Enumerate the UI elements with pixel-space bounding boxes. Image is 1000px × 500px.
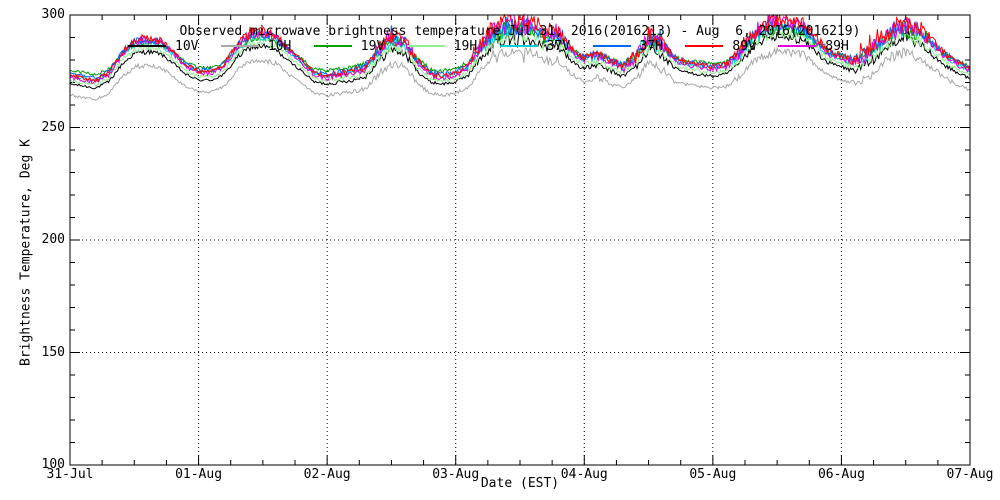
legend-item-37h: 37H [592, 38, 663, 54]
legend-swatch-89v [685, 45, 724, 47]
legend-label: 10H [267, 38, 292, 54]
plot-border [69, 14, 971, 466]
legend-item-19v: 19V [313, 38, 385, 54]
x-tick-label: 04-Aug [560, 467, 608, 482]
y-axis-label: Brightness Temperature, Deg K [18, 139, 34, 366]
y-tick-label: 200 [41, 232, 65, 247]
series-line-89v [69, 13, 971, 83]
legend-swatch-37h [592, 45, 631, 47]
legend-item-10h: 10H [220, 38, 292, 54]
legend-label: 37H [639, 38, 663, 54]
legend-swatch-89h [778, 45, 817, 47]
x-tick-label: 31-Jul [46, 467, 94, 482]
legend-label: 89V [732, 38, 756, 54]
x-tick-label: 07-Aug [946, 467, 994, 482]
legend-swatch-10v [128, 45, 166, 47]
legend-swatch-10h [220, 45, 259, 47]
legend-label: 37V [546, 38, 571, 54]
legend-swatch-37v [499, 45, 538, 47]
y-tick-label: 100 [41, 457, 65, 472]
series-line-10h [69, 46, 971, 101]
y-tick-label: 150 [41, 344, 65, 360]
legend-item-89v: 89V [685, 38, 756, 54]
legend-label: 10V [175, 38, 199, 54]
x-tick-label: 05-Aug [689, 467, 737, 482]
y-tick-label: 250 [41, 119, 65, 135]
x-tick-label: 01-Aug [175, 467, 223, 482]
legend-swatch-19h [406, 45, 445, 47]
x-tick-label: 02-Aug [303, 467, 351, 482]
x-axis-label: Date (EST) [480, 476, 560, 491]
legend-label: 19V [360, 38, 385, 54]
legend-label: 19H [453, 38, 478, 54]
legend-swatch-19v [313, 45, 352, 47]
x-tick-label: 06-Aug [817, 467, 865, 482]
legend-item-19h: 19H [406, 38, 478, 54]
legend-item-89h: 89H [778, 38, 849, 54]
x-tick-label: 03-Aug [432, 467, 480, 482]
legend-label: 89H [825, 38, 849, 54]
legend-item-10v: 10V [128, 38, 199, 54]
y-tick-label: 300 [41, 7, 65, 22]
chart-title: Observed microwave brightness temperatur… [179, 24, 861, 39]
legend-item-37v: 37V [499, 38, 571, 54]
